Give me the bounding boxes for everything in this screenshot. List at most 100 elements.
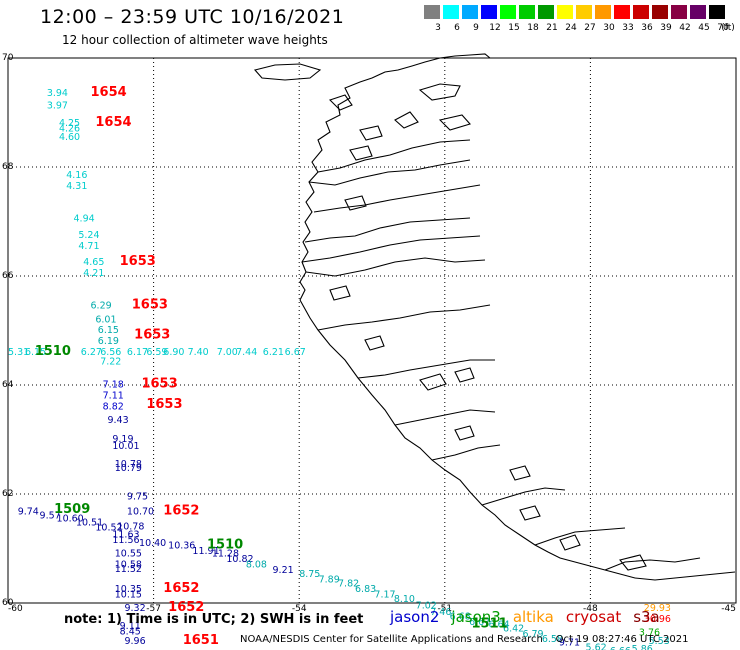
wave-height-value: 4.94	[74, 214, 95, 225]
latitude-label: 62	[2, 489, 13, 499]
wave-height-value: 6.42	[503, 623, 524, 634]
island	[344, 195, 367, 211]
wave-height-value: 10.70	[127, 507, 154, 518]
latitude-label: 64	[2, 380, 14, 390]
wave-height-value: 10.60	[57, 513, 84, 524]
pass-time-label: 1651	[183, 633, 219, 648]
time-labels: 1654 1654 1653 1653 1653 1510 1653 1653 1509 1652…	[35, 85, 508, 648]
island	[359, 125, 383, 141]
legend-swatch	[633, 5, 649, 19]
wave-height-value: 6.56	[100, 347, 121, 358]
legend-tick: 33	[622, 23, 634, 33]
legend-tick: 39	[660, 23, 672, 33]
wave-height-value: 6.15	[25, 347, 46, 358]
satellite-cryosat: cryosat	[565, 608, 622, 626]
satellite-altika: altika	[512, 608, 554, 626]
satellite-jason3: jason3	[451, 608, 501, 626]
legend-swatch	[614, 5, 630, 19]
wave-height-value: 6.68	[450, 611, 471, 622]
latitude-label: 68	[2, 162, 14, 172]
wave-height-value: 10.40	[139, 538, 166, 549]
wave-height-value: 5.24	[78, 230, 99, 241]
credit-text: NOAA/NESDIS Center for Satellite Applica…	[240, 634, 543, 645]
wave-height-value: 11.91	[192, 546, 219, 557]
fjord	[604, 557, 701, 571]
pass-time-label: 1653	[120, 254, 156, 269]
wave-height-value: 7.22	[100, 356, 121, 367]
wave-height-value: 5.86	[632, 644, 653, 650]
pass-time-label: 1511	[471, 617, 507, 632]
wave-height-value: 7.17	[374, 590, 395, 601]
wave-height-value: 7.00	[217, 347, 238, 358]
island	[419, 373, 447, 391]
legend-tick: 6	[454, 23, 460, 33]
island	[329, 285, 351, 301]
pass-time-label: 1652	[168, 600, 204, 615]
wave-height-value: 29.93	[644, 603, 671, 614]
wave-height-value: 9.19	[112, 434, 133, 445]
legend-swatch	[424, 5, 440, 19]
wave-height-value: 30.96	[644, 614, 671, 625]
pass-time-label: 1652	[163, 504, 199, 519]
wave-height-value: 6.01	[95, 314, 116, 325]
fjord	[431, 444, 501, 461]
fjord	[317, 139, 471, 173]
satellite-legend: jason2 jason3 altika cryosat s3a	[390, 608, 672, 626]
longitude-label: -51	[437, 604, 452, 614]
wave-height-value: 10.01	[112, 441, 139, 452]
wave-height-value: 10.82	[226, 554, 253, 565]
fjord	[394, 409, 496, 426]
wave-height-value: 7.46	[430, 607, 451, 618]
island	[509, 465, 531, 481]
wave-height-value: 9.71	[559, 638, 580, 649]
wave-height-value: 4.25	[59, 118, 80, 129]
pass-time-label: 1510	[207, 538, 243, 553]
wave-height-value: 3.97	[47, 101, 68, 112]
wave-height-value: 11.52	[115, 564, 142, 575]
pass-time-label: 1652	[163, 581, 199, 596]
legend-tick: 30	[603, 23, 615, 33]
fjord	[304, 217, 471, 243]
legend-swatch	[500, 5, 516, 19]
fjord	[313, 184, 481, 213]
wave-height-value: 6.79	[522, 629, 543, 640]
wave-height-value: 4.16	[66, 170, 87, 181]
latitude-label: 66	[2, 271, 14, 281]
page-title: 12:00 – 23:59 UTC 10/16/2021	[40, 6, 345, 28]
wave-height-value: 10.79	[115, 463, 142, 474]
longitude-label: -48	[583, 604, 598, 614]
wave-height-value: 6.66	[610, 646, 631, 650]
wave-height-value: 5.31	[8, 347, 29, 358]
longitude-label: -54	[292, 604, 307, 614]
pass-time-label: 1653	[134, 328, 170, 343]
satellite-s3a: s3a	[633, 608, 660, 626]
wave-height-value: 9.57	[40, 511, 61, 522]
pass-time-label: 1654	[95, 115, 131, 130]
wave-height-value: 7.44	[236, 347, 257, 358]
wave-height-value: 6.83	[355, 584, 376, 595]
island	[559, 534, 581, 551]
footnote: note: 1) Time is in UTC; 2) SWH is in fe…	[64, 612, 364, 627]
coastline-outline	[299, 53, 491, 301]
legend-swatch	[557, 5, 573, 19]
wave-height-value: 6.21	[263, 347, 284, 358]
island	[519, 505, 541, 521]
wave-height-value: 9.74	[18, 507, 39, 518]
fjord	[305, 257, 486, 277]
wave-height-value: 9.21	[273, 565, 294, 576]
coastline-outline	[299, 299, 736, 581]
wave-height-value: 10.51	[76, 518, 103, 529]
fjord	[534, 527, 626, 546]
wave-height-value: 7.11	[103, 391, 124, 402]
island	[438, 114, 471, 131]
legend-swatch	[481, 5, 497, 19]
pass-time-label: 1653	[132, 298, 168, 313]
coastline	[253, 53, 736, 581]
wave-height-value: 4.31	[66, 181, 87, 192]
legend-swatch	[671, 5, 687, 19]
legend-unit: (ft)	[721, 23, 735, 33]
legend-swatch	[576, 5, 592, 19]
legend-swatch	[462, 5, 478, 19]
wave-height-value: 4.26	[59, 124, 80, 135]
legend-tick: 9	[473, 23, 479, 33]
